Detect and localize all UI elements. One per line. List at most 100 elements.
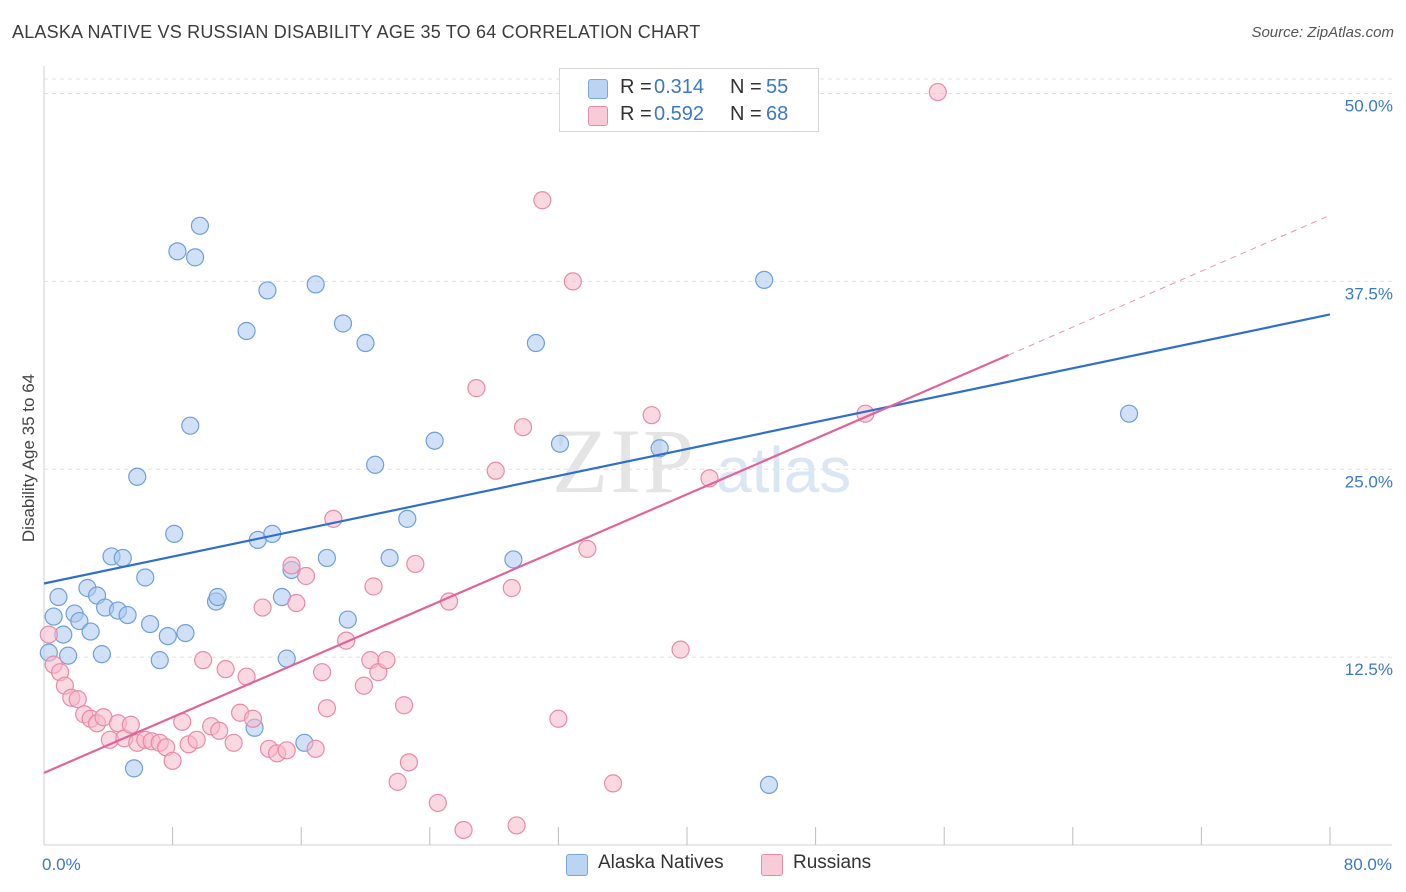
alaska-native-point bbox=[113, 548, 132, 568]
legend-r-label: R = bbox=[620, 103, 652, 125]
alaska-native-point bbox=[550, 434, 570, 453]
russian-point bbox=[163, 751, 182, 770]
alaska-native-point bbox=[70, 611, 89, 631]
alaska-native-point bbox=[504, 550, 523, 569]
tick-labels: 12.5% 25.0% 37.5% 50.0% 0.0% 80.0% bbox=[42, 97, 1393, 874]
y-tick-label: 25.0% bbox=[1345, 472, 1393, 491]
alaska-native-trend-line bbox=[43, 313, 1331, 585]
russian-point bbox=[296, 566, 316, 586]
alaska-native-point bbox=[118, 605, 137, 625]
russian-point bbox=[388, 772, 407, 791]
alaska-native-point bbox=[755, 270, 774, 290]
russian-point bbox=[549, 709, 568, 728]
russian-point bbox=[194, 651, 213, 670]
alaska-native-point bbox=[356, 333, 375, 353]
grid-lines bbox=[44, 78, 1392, 658]
legend-r-value: 0.592 bbox=[654, 103, 705, 125]
alaska-native-point bbox=[338, 610, 357, 629]
alaska-native-point bbox=[186, 248, 205, 267]
legend-swatch-pink bbox=[588, 106, 608, 126]
y-tick-label: 37.5% bbox=[1345, 284, 1393, 303]
chart-title: ALASKA NATIVE VS RUSSIAN DISABILITY AGE … bbox=[12, 22, 701, 42]
russian-point bbox=[671, 640, 690, 659]
russian-point bbox=[578, 539, 597, 559]
bottom-legend-swatch-pink bbox=[761, 854, 783, 876]
alaska-native-point bbox=[136, 568, 155, 587]
alaska-native-point bbox=[181, 416, 200, 435]
bottom-legend-swatch-blue bbox=[566, 854, 588, 876]
russian-point bbox=[306, 739, 325, 758]
russian-point bbox=[243, 709, 263, 728]
trend-lines bbox=[43, 214, 1331, 774]
alaska-native-point bbox=[150, 651, 169, 670]
russian-point bbox=[533, 191, 552, 210]
russian-point bbox=[399, 753, 419, 772]
data-points bbox=[39, 82, 1139, 840]
russian-point bbox=[502, 578, 521, 598]
x-tick-label: 0.0% bbox=[42, 855, 81, 874]
russian-point bbox=[563, 272, 582, 291]
russian-point bbox=[354, 676, 373, 695]
alaska-native-point bbox=[306, 275, 325, 294]
russian-point bbox=[224, 733, 243, 752]
legend-n-label: N = bbox=[730, 103, 762, 125]
russian-point bbox=[187, 730, 206, 749]
russian-point bbox=[210, 721, 229, 740]
alaska-native-point bbox=[759, 775, 779, 794]
russian-point bbox=[216, 660, 235, 679]
alaska-native-point bbox=[176, 623, 195, 643]
russian-point bbox=[364, 577, 383, 596]
russian-point bbox=[486, 461, 505, 480]
alaska-native-point bbox=[333, 314, 353, 333]
y-tick-label: 50.0% bbox=[1345, 97, 1393, 116]
russian-point bbox=[282, 556, 301, 575]
russian-point bbox=[454, 820, 473, 840]
alaska-native-point bbox=[380, 548, 399, 568]
russian-point bbox=[507, 816, 526, 835]
alaska-native-point bbox=[168, 242, 187, 261]
bottom-legend-label: Russians bbox=[793, 852, 872, 873]
alaska-native-point bbox=[1119, 404, 1139, 423]
alaska-native-point bbox=[81, 622, 100, 641]
alaska-native-point bbox=[317, 548, 337, 568]
alaska-native-point bbox=[258, 281, 277, 300]
russian-point bbox=[121, 715, 140, 734]
alaska-native-point bbox=[190, 216, 210, 235]
alaska-native-point bbox=[237, 321, 256, 341]
russian-point bbox=[39, 625, 58, 644]
correlation-legend: R = 0.314 N = 55 R = 0.592 N = 68 bbox=[559, 68, 819, 132]
watermark-atlas: atlas bbox=[716, 434, 851, 506]
legend-n-label: N = bbox=[730, 76, 762, 98]
alaska-native-point bbox=[59, 646, 78, 665]
russian-point bbox=[312, 663, 332, 682]
x-tick-label: 80.0% bbox=[1344, 855, 1392, 874]
legend-swatch-blue bbox=[588, 79, 608, 99]
russian-point bbox=[377, 651, 396, 670]
alaska-native-point bbox=[366, 455, 385, 474]
legend-r-value: 0.314 bbox=[654, 76, 705, 98]
alaska-native-point bbox=[158, 626, 177, 646]
source-note: Source: ZipAtlas.com bbox=[1251, 24, 1394, 41]
russian-point bbox=[513, 418, 533, 437]
russian-point bbox=[253, 598, 272, 617]
alaska-native-point bbox=[398, 509, 417, 528]
russian-point bbox=[287, 593, 306, 613]
russian-point bbox=[603, 774, 623, 793]
russian-point bbox=[428, 793, 447, 813]
russian-point bbox=[642, 406, 661, 425]
alaska-native-point bbox=[124, 759, 144, 778]
russian-point bbox=[928, 82, 947, 102]
alaska-native-point bbox=[140, 614, 160, 634]
alaska-native-point bbox=[425, 431, 444, 450]
legend-r-label: R = bbox=[620, 76, 652, 98]
y-tick-label: 12.5% bbox=[1345, 660, 1393, 679]
russian-point bbox=[467, 379, 486, 398]
russian-trend-extension bbox=[1008, 214, 1331, 356]
alaska-native-point bbox=[526, 333, 545, 353]
legend-n-value: 68 bbox=[766, 103, 789, 125]
russian-point bbox=[337, 631, 356, 650]
alaska-native-point bbox=[44, 607, 63, 626]
alaska-native-point bbox=[165, 524, 184, 543]
y-axis-label: Disability Age 35 to 64 bbox=[19, 374, 38, 542]
legend-n-value: 55 bbox=[766, 76, 789, 98]
